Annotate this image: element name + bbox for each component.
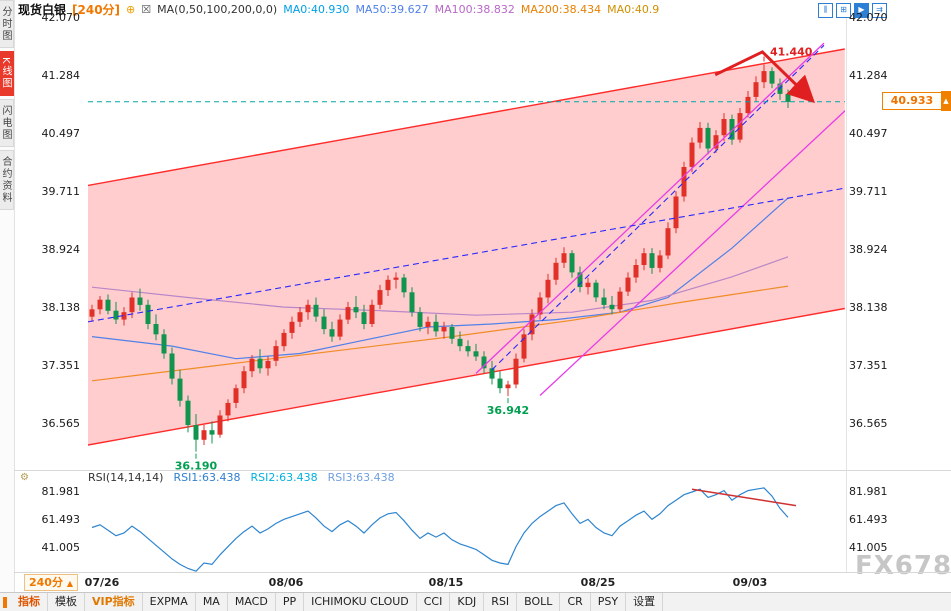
ma-formula[interactable]: MA(0,50,100,200,0,0) bbox=[157, 2, 278, 16]
toolbar-item-expma[interactable]: EXPMA bbox=[143, 593, 196, 611]
price-axis-label-left: 38.138 bbox=[41, 301, 81, 314]
price-axis-label-right: 36.565 bbox=[849, 417, 888, 430]
toolbar-item-psy[interactable]: PSY bbox=[591, 593, 627, 611]
toolbar-tab-vip[interactable]: VIP指标 bbox=[85, 593, 143, 611]
toolbar-item-ma[interactable]: MA bbox=[196, 593, 228, 611]
period-label: [240分] bbox=[72, 2, 121, 17]
price-axis-label-left: 40.497 bbox=[41, 127, 81, 140]
svg-text:36.942: 36.942 bbox=[487, 404, 529, 417]
toolbar-item-kdj[interactable]: KDJ bbox=[450, 593, 485, 611]
period-selector-label: 240分 bbox=[29, 576, 63, 589]
rsi-settings-gear-icon[interactable]: ⚙ bbox=[20, 472, 29, 483]
date-axis-label: 09/03 bbox=[732, 576, 768, 589]
toolbar-item-ichimoku[interactable]: ICHIMOKU CLOUD bbox=[304, 593, 417, 611]
price-axis-label-left: 39.711 bbox=[41, 185, 81, 198]
ma-checkbox-icon[interactable]: ☒ bbox=[141, 2, 152, 16]
grid-view-icon[interactable]: ⊞ bbox=[836, 3, 851, 18]
sidebar-tab-lightning-chart[interactable]: 闪电图 bbox=[0, 98, 14, 147]
rsi1-value: RSI1:63.438 bbox=[173, 471, 241, 484]
symbol-name: 现货白银 bbox=[18, 2, 67, 17]
ma200-value: MA200:38.434 bbox=[520, 2, 602, 16]
price-axis-label-left: 37.351 bbox=[41, 359, 81, 372]
price-axis-label-right: 41.284 bbox=[849, 69, 888, 82]
candlestick-view-icon[interactable]: ⫼ bbox=[818, 3, 833, 18]
left-sidebar: 分时图 K线图 闪电图 合约资料 bbox=[0, 0, 15, 592]
toolbar-item-macd[interactable]: MACD bbox=[228, 593, 276, 611]
rsi-axis-label-left: 41.005 bbox=[41, 541, 81, 554]
chart-header: 现货白银 [240分] ⊕ ☒ MA(0,50,100,200,0,0) MA0… bbox=[18, 1, 659, 17]
price-axis-label-left: 41.284 bbox=[41, 69, 81, 82]
toolbar-tab-indicators[interactable]: 指标 bbox=[11, 593, 48, 611]
ma0-value: MA0:40.930 bbox=[283, 2, 350, 16]
sidebar-tab-time-chart[interactable]: 分时图 bbox=[0, 0, 14, 48]
period-selector[interactable]: 240分 ▲ bbox=[24, 574, 78, 591]
rsi-header: RSI(14,14,14) RSI1:63.438 RSI2:63.438 RS… bbox=[88, 471, 395, 484]
price-chart[interactable]: 41.440 36.190 36.942 bbox=[88, 18, 845, 470]
price-axis-label-left: 38.924 bbox=[41, 243, 81, 256]
ma100-value: MA100:38.832 bbox=[434, 2, 515, 16]
date-axis-label: 08/25 bbox=[580, 576, 616, 589]
rsi3-value: RSI3:63.438 bbox=[327, 471, 395, 484]
axis-divider bbox=[846, 18, 847, 572]
indicator-toolbar: 指标 模板 VIP指标 EXPMA MA MACD PP ICHIMOKU CL… bbox=[0, 592, 951, 611]
price-axis-label-right: 40.497 bbox=[849, 127, 888, 140]
chart-toolbar-icons: ⫼ ⊞ ▶ ⇉ bbox=[818, 3, 887, 18]
panel-divider bbox=[14, 470, 951, 471]
rsi-axis-label-right: 41.005 bbox=[849, 541, 888, 554]
rsi-axis-label-right: 81.981 bbox=[849, 485, 888, 498]
rsi-axis-label-left: 61.493 bbox=[41, 513, 81, 526]
price-axis-label-right: 38.924 bbox=[849, 243, 888, 256]
toolbar-item-pp[interactable]: PP bbox=[276, 593, 305, 611]
toolbar-item-cci[interactable]: CCI bbox=[417, 593, 451, 611]
rsi-axis-label-right: 61.493 bbox=[849, 513, 888, 526]
fast-forward-icon[interactable]: ⇉ bbox=[872, 3, 887, 18]
date-axis-label: 08/15 bbox=[428, 576, 464, 589]
scroll-to-latest-pin[interactable]: ▲ bbox=[941, 91, 951, 111]
svg-text:41.440: 41.440 bbox=[770, 46, 813, 59]
price-axis-label-right: 42.070 bbox=[849, 11, 888, 24]
play-icon[interactable]: ▶ bbox=[854, 3, 869, 18]
price-axis-label-left: 42.070 bbox=[41, 11, 81, 24]
svg-text:36.190: 36.190 bbox=[175, 460, 218, 470]
toolbar-item-cr[interactable]: CR bbox=[560, 593, 591, 611]
date-row-divider bbox=[14, 572, 951, 573]
toolbar-item-settings[interactable]: 设置 bbox=[626, 593, 664, 611]
date-axis-label: 07/26 bbox=[84, 576, 120, 589]
toolbar-tab-templates[interactable]: 模板 bbox=[48, 593, 85, 611]
ma0-secondary-value: MA0:40.9 bbox=[607, 2, 660, 16]
price-axis-label-left: 36.565 bbox=[41, 417, 81, 430]
toolbar-item-rsi[interactable]: RSI bbox=[484, 593, 518, 611]
sidebar-tab-contract-info[interactable]: 合约资料 bbox=[0, 149, 14, 210]
rsi-axis-label-left: 81.981 bbox=[41, 485, 81, 498]
sidebar-tab-kline-chart[interactable]: K线图 bbox=[0, 51, 14, 96]
last-price-marker: 40.933 bbox=[882, 92, 942, 110]
price-axis-label-right: 37.351 bbox=[849, 359, 888, 372]
price-axis-label-right: 39.711 bbox=[849, 185, 888, 198]
toolbar-bullet-icon bbox=[3, 596, 7, 608]
rsi2-value: RSI2:63.438 bbox=[250, 471, 318, 484]
ma50-value: MA50:39.627 bbox=[355, 2, 429, 16]
rsi-title[interactable]: RSI(14,14,14) bbox=[88, 471, 164, 484]
plus-circle-icon[interactable]: ⊕ bbox=[126, 2, 136, 16]
date-axis-label: 08/06 bbox=[268, 576, 304, 589]
watermark: FX678 bbox=[855, 551, 951, 581]
price-axis-label-right: 38.138 bbox=[849, 301, 888, 314]
chevron-up-icon: ▲ bbox=[66, 579, 73, 588]
rsi-chart[interactable] bbox=[88, 478, 845, 572]
toolbar-item-boll[interactable]: BOLL bbox=[517, 593, 561, 611]
